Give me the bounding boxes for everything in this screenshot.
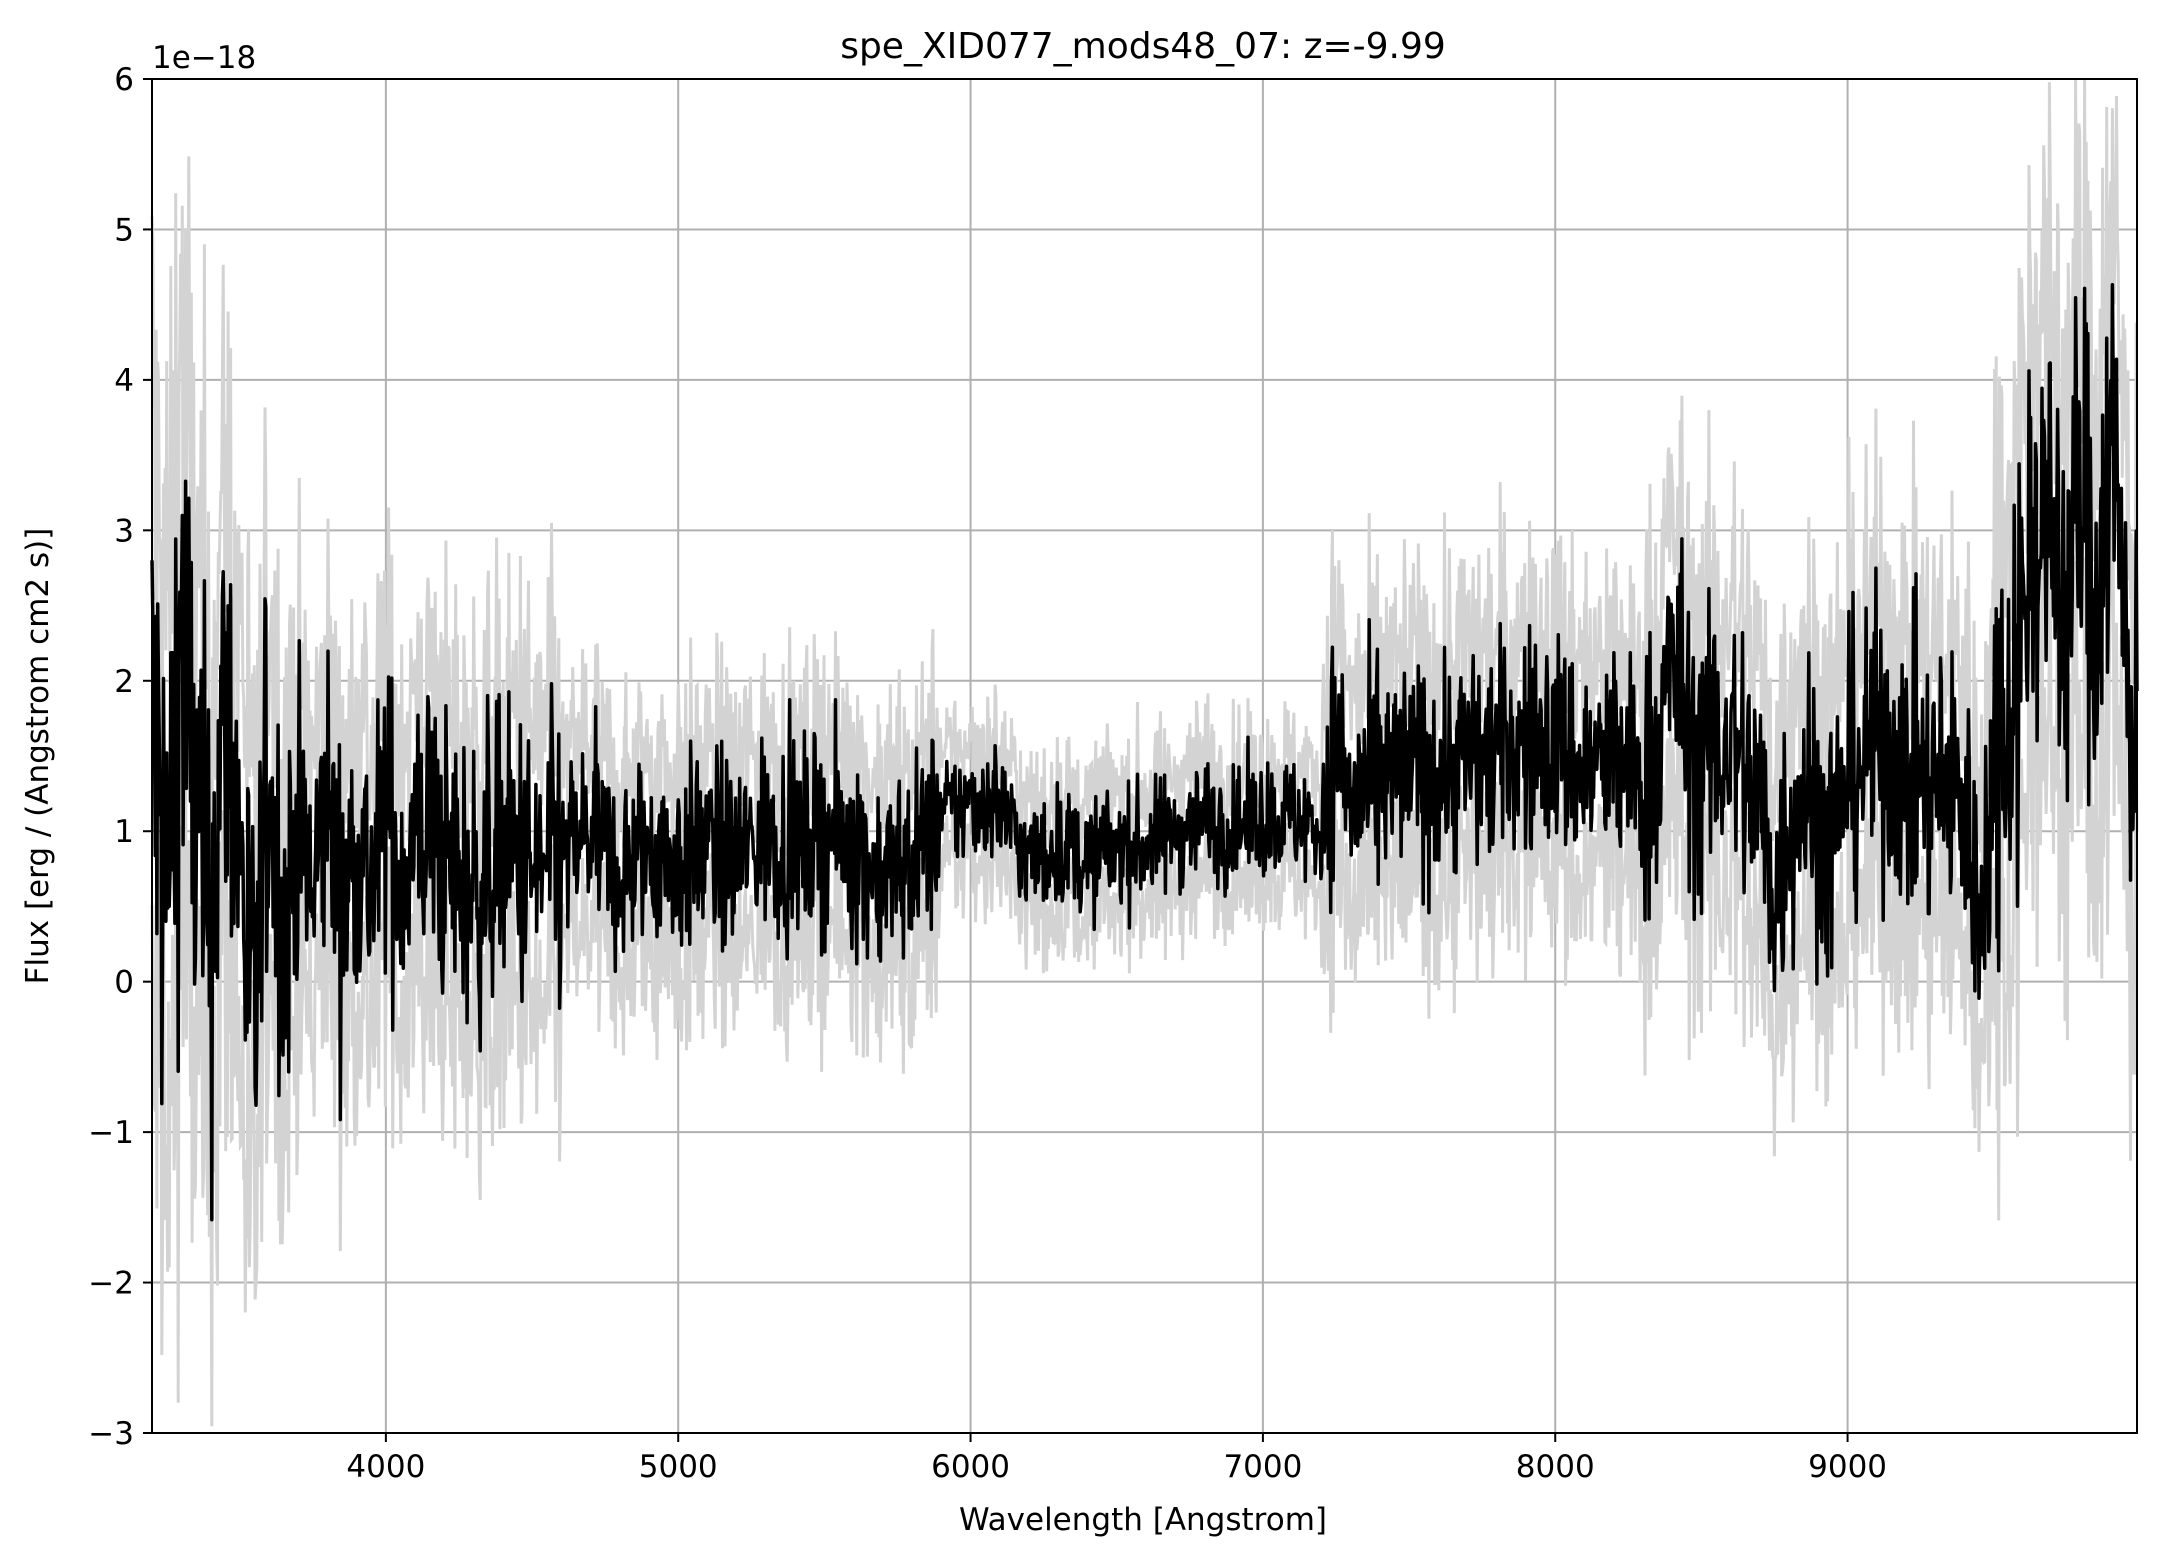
x-tick-label: 7000: [1223, 1449, 1302, 1485]
tick-layer: 4000 5000 6000 7000 8000 9000 −3 −2 −1 0 1 2 3 4 5 6: [88, 62, 1887, 1485]
y-tick-label: 1: [114, 814, 134, 850]
y-offset-text: 1e−18: [152, 40, 256, 76]
error-lower-line: [150, 461, 2139, 1427]
y-tick-label: −3: [88, 1416, 134, 1452]
y-tick-label: −1: [88, 1115, 134, 1151]
error-band-layer: [150, 78, 2139, 1427]
x-tick-label: 8000: [1516, 1449, 1595, 1485]
spectrum-line: [150, 283, 2139, 1222]
spectrum-layer: [150, 283, 2139, 1222]
x-tick-label: 4000: [346, 1449, 425, 1485]
y-tick-label: 5: [114, 212, 134, 248]
chart-title: spe_XID077_mods48_07: z=-9.99: [840, 26, 1446, 67]
y-tick-label: 0: [114, 965, 134, 1001]
y-tick-label: 4: [114, 363, 134, 399]
y-axis-label: Flux [erg / (Angstrom cm2 s)]: [20, 528, 56, 985]
y-tick-label: −2: [88, 1266, 134, 1302]
y-tick-label: 2: [114, 664, 134, 700]
x-tick-label: 5000: [639, 1449, 718, 1485]
x-tick-label: 9000: [1808, 1449, 1887, 1485]
x-tick-label: 6000: [931, 1449, 1010, 1485]
y-tick-label: 6: [114, 62, 134, 98]
plot-frame: [151, 78, 2138, 1434]
x-axis-label: Wavelength [Angstrom]: [959, 1502, 1327, 1538]
y-tick-label: 3: [114, 513, 134, 549]
error-upper-line: [150, 78, 2139, 1014]
